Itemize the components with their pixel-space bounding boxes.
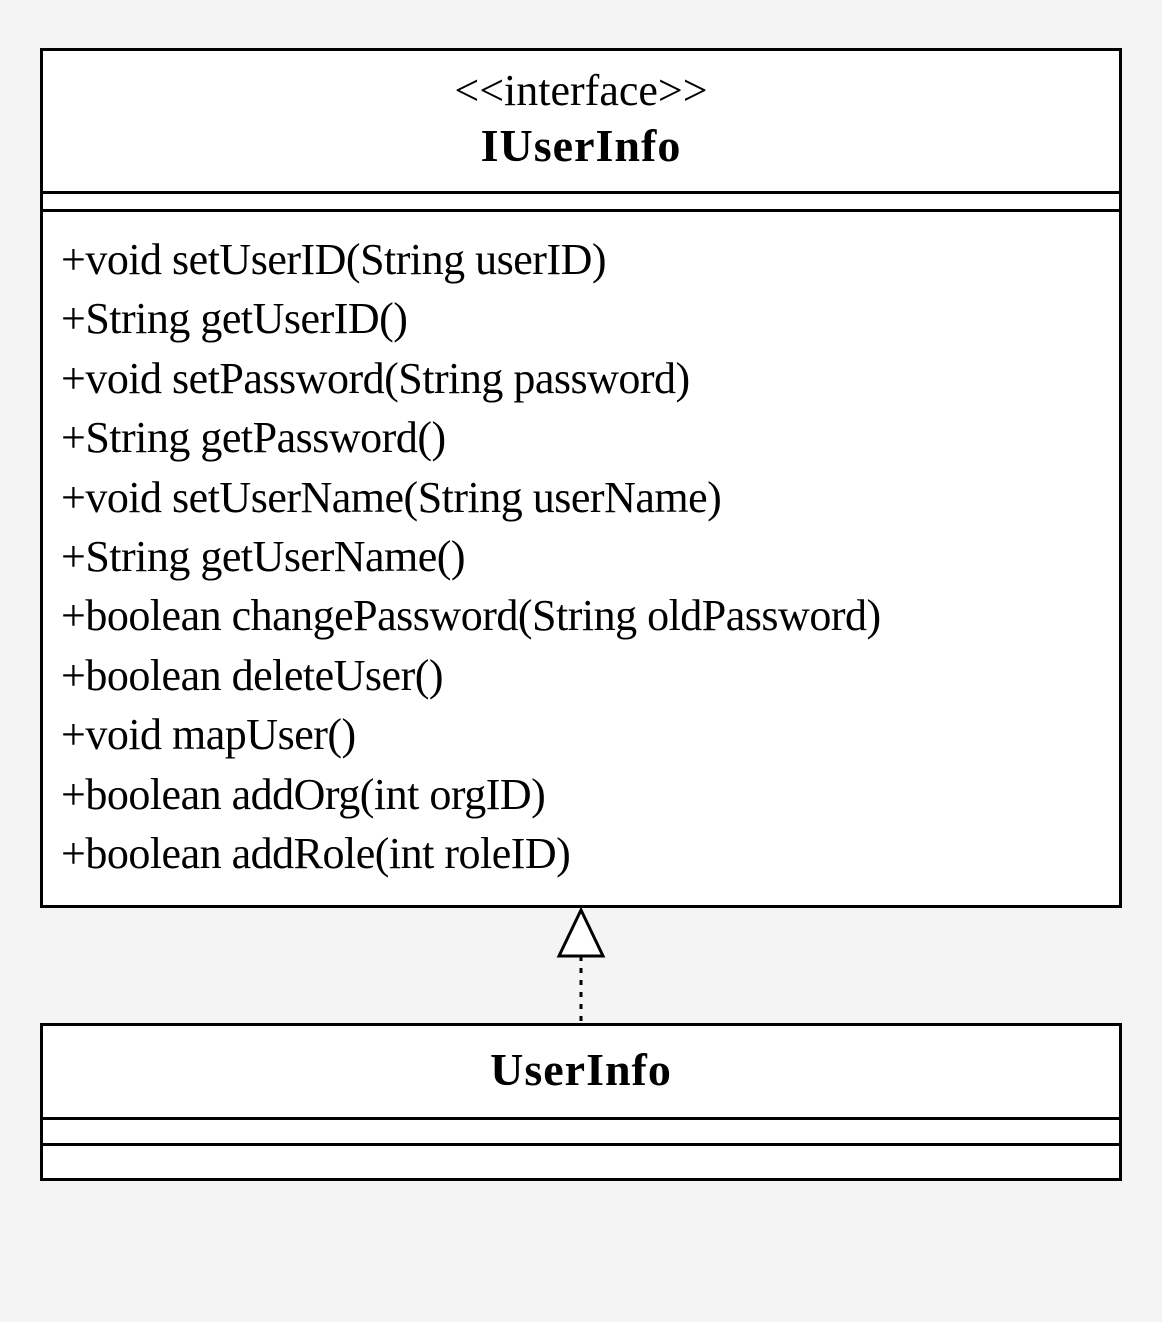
operation: +boolean addOrg(int orgID) <box>61 765 1101 824</box>
impl-attributes <box>43 1120 1119 1146</box>
impl-class-name: UserInfo <box>53 1042 1109 1097</box>
operation: +boolean addRole(int roleID) <box>61 824 1101 883</box>
operation: +boolean deleteUser() <box>61 646 1101 705</box>
interface-class-box: <<interface>> IUserInfo +void setUserID(… <box>40 48 1122 908</box>
operation: +String getPassword() <box>61 408 1101 467</box>
operation: +String getUserName() <box>61 527 1101 586</box>
realization-arrow-icon <box>551 908 611 1023</box>
uml-diagram: <<interface>> IUserInfo +void setUserID(… <box>40 40 1122 1282</box>
stereotype-label: <<interface>> <box>53 65 1109 118</box>
realization-connector <box>40 908 1122 1023</box>
impl-class-box: UserInfo <box>40 1023 1122 1181</box>
operation: +boolean changePassword(String oldPasswo… <box>61 586 1101 645</box>
impl-class-header: UserInfo <box>43 1026 1119 1120</box>
operation: +void setUserID(String userID) <box>61 230 1101 289</box>
interface-header: <<interface>> IUserInfo <box>43 51 1119 194</box>
interface-attributes <box>43 194 1119 212</box>
operation: +void setPassword(String password) <box>61 349 1101 408</box>
interface-operations: +void setUserID(String userID) +String g… <box>43 212 1119 905</box>
operation: +void mapUser() <box>61 705 1101 764</box>
interface-name: IUserInfo <box>53 118 1109 173</box>
operation: +void setUserName(String userName) <box>61 468 1101 527</box>
operation: +String getUserID() <box>61 289 1101 348</box>
impl-operations <box>43 1146 1119 1178</box>
